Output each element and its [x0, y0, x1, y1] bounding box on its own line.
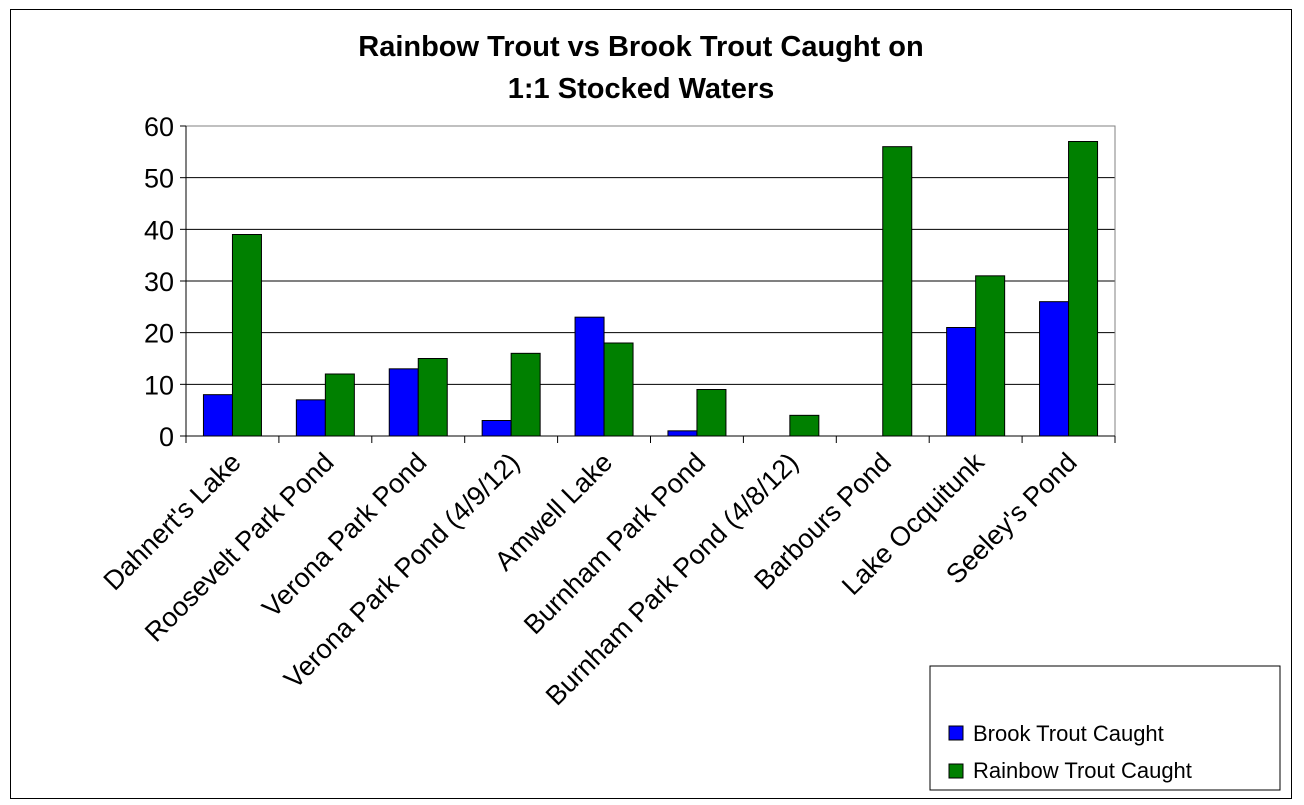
- bar-rainbow-6: [789, 414, 820, 437]
- bar-rainbow-7: [882, 146, 913, 437]
- chart-title-line-1: Rainbow Trout vs Brook Trout Caught on: [358, 31, 924, 63]
- bar-brook-2: [388, 368, 419, 437]
- bar-rainbow-9: [1068, 141, 1099, 437]
- bar-rainbow-1: [324, 373, 355, 437]
- y-axis-tick-labels: 0 10 20 30 40 50 60: [144, 112, 186, 452]
- y-tick-label: 50: [144, 164, 174, 194]
- bars: [202, 141, 1099, 437]
- chart-title: Rainbow Trout vs Brook Trout Caught on 1…: [358, 31, 924, 105]
- legend: Brook Trout Caught Rainbow Trout Caught: [929, 665, 1281, 791]
- bar-rainbow-2: [417, 358, 448, 437]
- x-category-label: Roosevelt Park Pond: [139, 447, 340, 648]
- chart-frame: Rainbow Trout vs Brook Trout Caught on 1…: [10, 9, 1292, 799]
- bar-brook-5: [667, 430, 698, 437]
- y-tick-label: 20: [144, 319, 174, 349]
- bar-chart: Rainbow Trout vs Brook Trout Caught on 1…: [98, 31, 1281, 791]
- bar-brook-3: [481, 420, 512, 437]
- legend-swatch-rainbow-trout: [948, 763, 964, 779]
- bar-rainbow-5: [696, 389, 727, 437]
- bar-rainbow-4: [603, 342, 634, 437]
- y-tick-label: 0: [159, 422, 174, 452]
- bar-brook-8: [946, 327, 977, 437]
- bar-brook-4: [574, 316, 605, 437]
- y-tick-label: 30: [144, 267, 174, 297]
- bar-brook-0: [202, 394, 233, 437]
- legend-label-brook-trout: Brook Trout Caught: [973, 721, 1164, 746]
- legend-label-rainbow-trout: Rainbow Trout Caught: [973, 758, 1192, 783]
- legend-swatch-brook-trout: [948, 725, 964, 741]
- bar-brook-9: [1039, 301, 1070, 437]
- y-tick-label: 10: [144, 370, 174, 400]
- x-category-label: Burnham Park Pond: [518, 447, 711, 640]
- x-category-label: Verona Park Pond: [256, 447, 432, 623]
- bar-brook-1: [295, 399, 326, 437]
- chart-title-line-2: 1:1 Stocked Waters: [508, 73, 774, 105]
- legend-box: [929, 665, 1281, 791]
- bar-rainbow-8: [975, 275, 1006, 437]
- bar-rainbow-3: [510, 352, 541, 437]
- y-tick-label: 40: [144, 215, 174, 245]
- y-tick-label: 60: [144, 112, 174, 142]
- bar-rainbow-0: [231, 234, 262, 437]
